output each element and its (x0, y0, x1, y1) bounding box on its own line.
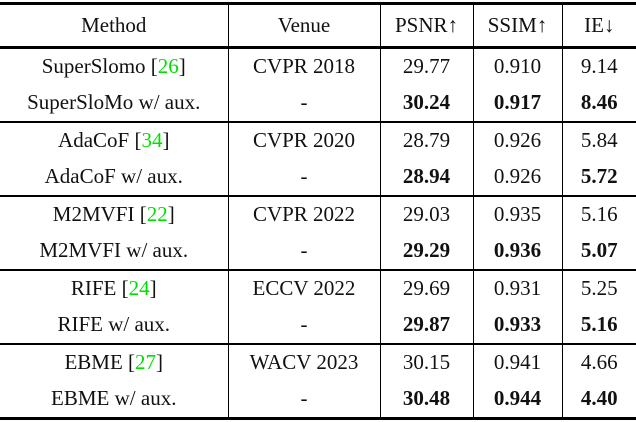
citation-ref[interactable]: 34 (141, 128, 163, 153)
venue-cell: ECCV 2022 (227, 270, 380, 307)
method-cell: RIFE [24] (0, 270, 228, 307)
psnr-cell: 28.94 (379, 159, 473, 196)
group-superslomo: SuperSlomo [26] CVPR 2018 29.77 0.910 9.… (0, 47, 636, 122)
col-header-ie: IE↓ (561, 3, 636, 48)
table-row: EBME w/ aux. - 30.48 0.944 4.40 (0, 381, 636, 419)
ssim-cell: 0.910 (472, 47, 562, 85)
method-cell: SuperSlomo [26] (0, 48, 228, 86)
ie-cell: 5.72 (561, 159, 636, 196)
citation-bracket: ] (149, 276, 157, 301)
psnr-cell: 28.79 (379, 122, 473, 159)
group-m2mvfi: M2MVFI [22] CVPR 2022 29.03 0.935 5.16 M… (0, 196, 636, 270)
method-label: AdaCoF (58, 128, 130, 153)
ie-cell: 9.14 (561, 47, 636, 85)
table-row: AdaCoF w/ aux. - 28.94 0.926 5.72 (0, 159, 636, 196)
citation-bracket: ] (156, 350, 164, 375)
ie-cell: 5.16 (561, 307, 636, 344)
table-row: M2MVFI [22] CVPR 2022 29.03 0.935 5.16 (0, 196, 636, 233)
col-header-ssim: SSIM↑ (472, 3, 562, 48)
venue-cell: - (227, 85, 380, 122)
psnr-cell: 29.29 (379, 233, 473, 270)
table-row: SuperSloMo w/ aux. - 30.24 0.917 8.46 (0, 85, 636, 122)
ssim-cell: 0.917 (472, 85, 562, 122)
col-header-psnr: PSNR↑ (379, 3, 473, 48)
ssim-cell: 0.944 (472, 381, 562, 419)
ssim-cell: 0.935 (472, 196, 562, 233)
ie-cell: 5.16 (561, 196, 636, 233)
psnr-cell: 29.87 (379, 307, 473, 344)
method-label: SuperSloMo w/ aux. (27, 90, 201, 115)
ie-cell: 4.40 (561, 381, 636, 419)
header-row: Method Venue PSNR↑ SSIM↑ IE↓ (0, 3, 636, 48)
citation-bracket: [ (134, 202, 147, 227)
method-cell: EBME [27] (0, 344, 228, 381)
ssim-cell: 0.931 (472, 270, 562, 307)
citation-bracket: ] (167, 202, 175, 227)
venue-cell: CVPR 2022 (227, 196, 380, 233)
ssim-cell: 0.926 (472, 159, 562, 196)
ssim-cell: 0.941 (472, 344, 562, 381)
table-row: SuperSlomo [26] CVPR 2018 29.77 0.910 9.… (0, 47, 636, 86)
ie-cell: 5.07 (561, 233, 636, 270)
ie-cell: 5.25 (561, 270, 636, 307)
ssim-cell: 0.926 (472, 122, 562, 159)
ie-cell: 4.66 (561, 344, 636, 381)
group-rife: RIFE [24] ECCV 2022 29.69 0.931 5.25 RIF… (0, 270, 636, 344)
ssim-cell: 0.936 (472, 233, 562, 270)
method-label: M2MVFI (52, 202, 135, 227)
venue-cell: - (227, 233, 380, 270)
venue-cell: WACV 2023 (227, 344, 380, 381)
citation-ref[interactable]: 26 (157, 54, 179, 79)
method-cell: M2MVFI w/ aux. (0, 233, 228, 270)
col-header-method: Method (81, 12, 147, 37)
venue-cell: CVPR 2018 (227, 47, 380, 85)
table-row: RIFE w/ aux. - 29.87 0.933 5.16 (0, 307, 636, 344)
psnr-cell: 30.15 (379, 344, 473, 381)
venue-cell: CVPR 2020 (227, 122, 380, 159)
table-row: EBME [27] WACV 2023 30.15 0.941 4.66 (0, 344, 636, 381)
method-label: AdaCoF w/ aux. (44, 164, 183, 189)
venue-cell: - (227, 381, 380, 419)
citation-ref[interactable]: 27 (135, 350, 157, 375)
venue-cell: - (227, 307, 380, 344)
method-label: RIFE w/ aux. (57, 312, 171, 337)
col-header-venue: Venue (227, 3, 380, 48)
method-cell: M2MVFI [22] (0, 196, 228, 233)
group-ebme: EBME [27] WACV 2023 30.15 0.941 4.66 EBM… (0, 344, 636, 419)
table-row: M2MVFI w/ aux. - 29.29 0.936 5.07 (0, 233, 636, 270)
ie-cell: 5.84 (561, 122, 636, 159)
citation-ref[interactable]: 22 (146, 202, 168, 227)
method-label: M2MVFI w/ aux. (39, 238, 189, 263)
method-cell: RIFE w/ aux. (0, 307, 228, 344)
citation-bracket: [ (116, 276, 129, 301)
psnr-cell: 30.48 (379, 381, 473, 419)
citation-ref[interactable]: 24 (128, 276, 150, 301)
citation-bracket: ] (162, 128, 170, 153)
psnr-cell: 29.69 (379, 270, 473, 307)
method-label: SuperSlomo (41, 54, 146, 79)
method-label: EBME (64, 350, 123, 375)
method-label: RIFE (70, 276, 117, 301)
ssim-cell: 0.933 (472, 307, 562, 344)
method-cell: AdaCoF [34] (0, 122, 228, 159)
citation-bracket: [ (145, 54, 158, 79)
citation-bracket: [ (122, 350, 136, 375)
ie-cell: 8.46 (561, 85, 636, 122)
table-header: Method Venue PSNR↑ SSIM↑ IE↓ (0, 3, 636, 48)
psnr-cell: 30.24 (379, 85, 473, 122)
method-label: EBME w/ aux. (51, 386, 177, 411)
citation-bracket: ] (178, 54, 186, 79)
psnr-cell: 29.03 (379, 196, 473, 233)
citation-bracket: [ (129, 128, 142, 153)
method-cell: SuperSloMo w/ aux. (0, 85, 228, 122)
method-cell: EBME w/ aux. (0, 381, 228, 419)
method-cell: AdaCoF w/ aux. (0, 159, 228, 196)
venue-cell: - (227, 159, 380, 196)
group-adacof: AdaCoF [34] CVPR 2020 28.79 0.926 5.84 A… (0, 122, 636, 196)
table-row: RIFE [24] ECCV 2022 29.69 0.931 5.25 (0, 270, 636, 307)
table-row: AdaCoF [34] CVPR 2020 28.79 0.926 5.84 (0, 122, 636, 159)
psnr-cell: 29.77 (379, 47, 473, 85)
